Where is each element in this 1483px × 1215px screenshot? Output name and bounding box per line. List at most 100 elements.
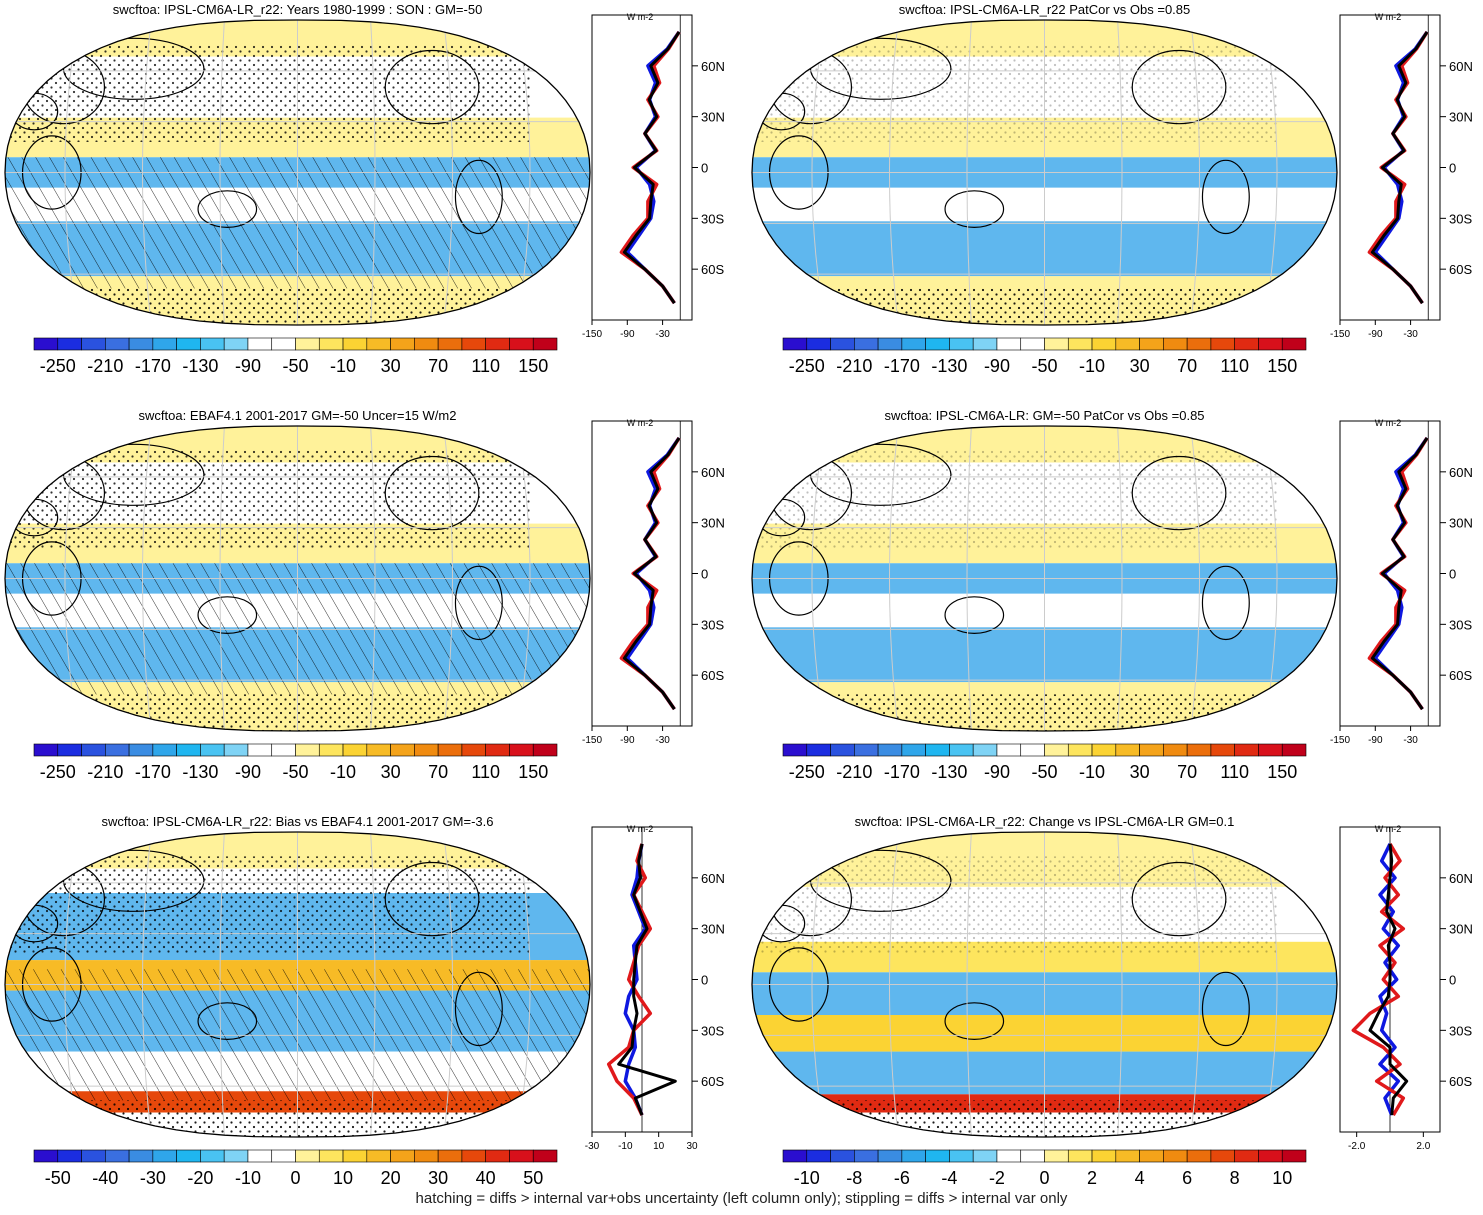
colorbar-label: -130 (931, 356, 967, 376)
colorbar-label: 40 (476, 1168, 496, 1188)
colorbar-label: 30 (381, 356, 401, 376)
zonal-xtick-label: -150 (582, 735, 602, 746)
colorbar-swatch (925, 743, 950, 757)
colorbar-label: 110 (471, 356, 500, 376)
colorbar-label: -90 (984, 356, 1010, 376)
colorbar-swatch (461, 743, 486, 757)
map-field (5, 832, 590, 1137)
zonal-ytick-label: 30N (701, 110, 725, 125)
zonal-mean-panel: W m-2 60N 30N 0 30S 60S -150 -90 -30 (1330, 12, 1473, 340)
longitude-gridline (888, 832, 899, 1137)
longitude-gridline (1117, 832, 1123, 1137)
colorbar-swatch (1020, 1149, 1045, 1163)
longitude-gridline (888, 426, 899, 731)
colorbar-swatch (176, 743, 201, 757)
colorbar-label: 20 (381, 1168, 401, 1188)
colorbar-label: 0 (1039, 1168, 1049, 1188)
zonal-line-mean (1368, 843, 1409, 1116)
longitude-gridline (370, 20, 376, 325)
longitude-gridline (370, 832, 376, 1137)
colorbar-swatch (485, 1149, 510, 1163)
colorbar-swatch (1210, 337, 1235, 351)
colorbar-swatch (1091, 1149, 1117, 1163)
panel-2: swcftoa: IPSL-CM6A-LR_r22 PatCor vs Obs … (751, 2, 1473, 376)
colorbar-swatch (105, 337, 130, 351)
colorbar-swatch (485, 743, 510, 757)
zonal-unit-label: W m-2 (1375, 824, 1402, 834)
longitude-gridline (443, 20, 454, 325)
colorbar-swatch (223, 337, 249, 351)
colorbar-swatch (200, 1149, 225, 1163)
longitude-gridline (966, 426, 972, 731)
zonal-line-obs (623, 843, 648, 1116)
colorbar-label: 50 (523, 1168, 543, 1188)
zonal-mean-panel: W m-2 60N 30N 0 30S 60S -2.0 2.0 (1339, 824, 1473, 1152)
colorbar-label: 150 (1267, 356, 1297, 376)
colorbar-swatch (972, 337, 998, 351)
zonal-frame (1339, 14, 1441, 321)
colorbar-swatch (247, 743, 273, 757)
colorbar-swatch (1044, 337, 1069, 351)
zonal-ytick-label: 60S (1449, 668, 1472, 683)
zonal-xtick-label: -30 (1403, 735, 1418, 746)
colorbar-label: 70 (428, 356, 448, 376)
colorbar-label: -50 (1031, 762, 1057, 782)
colorbar-swatch (1281, 1149, 1307, 1163)
longitude-gridline (1190, 20, 1201, 325)
coastline (1201, 971, 1250, 1047)
colorbar-label: -10 (235, 1168, 261, 1188)
zonal-line-mean (1370, 437, 1429, 710)
zonal-ytick-label: 0 (1449, 161, 1456, 176)
colorbar-swatch (877, 1149, 903, 1163)
zonal-ytick-label: 60N (1449, 871, 1473, 886)
colorbar-swatch (223, 743, 249, 757)
colorbar-swatch (1044, 743, 1069, 757)
colorbar-swatch (390, 743, 415, 757)
zonal-ytick-label: 0 (1449, 567, 1456, 582)
colorbar-swatch (1258, 1149, 1283, 1163)
panel-title: swcftoa: IPSL-CM6A-LR_r22: Years 1980-19… (113, 2, 483, 17)
stippling (5, 856, 532, 954)
colorbar-swatch (509, 1149, 534, 1163)
zonal-ytick-label: 30S (701, 1023, 724, 1038)
map-field (752, 426, 1337, 731)
longitude-gridline (443, 426, 454, 731)
zonal-xtick-label: -90 (1368, 329, 1383, 340)
colorbar-label: 150 (518, 762, 548, 782)
zonal-ytick-label: 30N (1449, 922, 1473, 937)
colorbar-swatch (1044, 1149, 1069, 1163)
zonal-ytick-label: 0 (701, 161, 708, 176)
colorbar-swatch (877, 337, 903, 351)
colorbar-swatch (1234, 337, 1259, 351)
colorbar-label: 2 (1087, 1168, 1097, 1188)
coastline (1201, 565, 1250, 641)
colorbar-label: -170 (884, 356, 920, 376)
colorbar-label: 110 (471, 762, 500, 782)
zonal-ytick-label: 0 (701, 567, 708, 582)
panel-title: swcftoa: IPSL-CM6A-LR_r22: Change vs IPS… (855, 814, 1235, 829)
zonal-xtick-label: 10 (653, 1141, 665, 1152)
colorbar-label: -130 (182, 762, 218, 782)
colorbar-swatch (414, 1149, 439, 1163)
colorbar-swatch (105, 1149, 130, 1163)
colorbar-swatch (1186, 1149, 1212, 1163)
colorbar-swatch (972, 743, 998, 757)
colorbar-label: 70 (428, 762, 448, 782)
zonal-xtick-label: -30 (655, 735, 670, 746)
zonal-line-mean (622, 31, 681, 304)
colorbar-swatch (949, 1149, 974, 1163)
zonal-ytick-label: 60N (1449, 465, 1473, 480)
colorbar-swatch (854, 1149, 879, 1163)
figure-footnote: hatching = diffs > internal var+obs unce… (415, 1190, 1068, 1207)
colorbar-label: -20 (187, 1168, 213, 1188)
zonal-ytick-label: 60S (701, 262, 724, 277)
colorbar-swatch (996, 337, 1022, 351)
colorbar-swatch (271, 337, 296, 351)
colorbar-swatch (33, 1149, 59, 1163)
colorbar-label: -6 (894, 1168, 910, 1188)
zonal-unit-label: W m-2 (627, 824, 654, 834)
colorbar-swatch (390, 337, 415, 351)
colorbar-label: 150 (1267, 762, 1297, 782)
colorbar-swatch (782, 1149, 808, 1163)
